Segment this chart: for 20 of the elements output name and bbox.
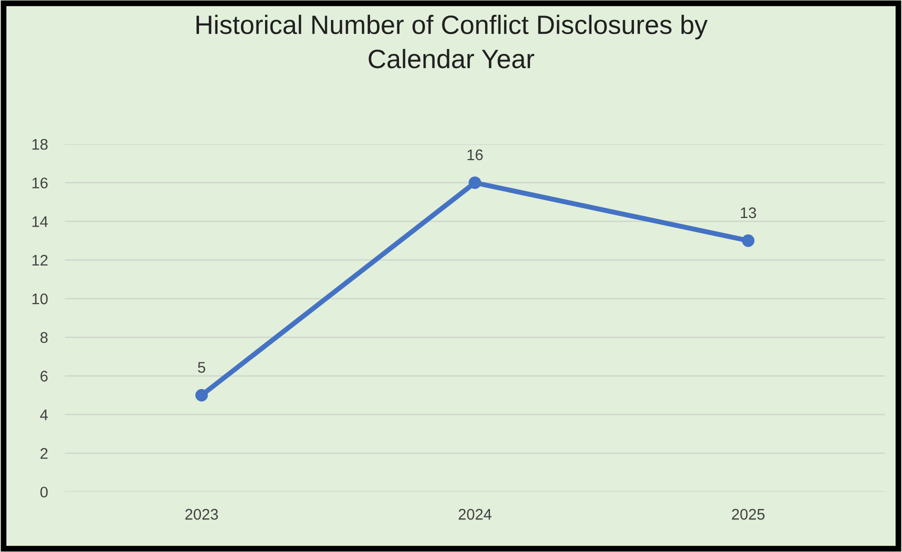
chart-title: Historical Number of Conflict Disclosures by Calendar Year [196, 14, 708, 68]
y-tick-label: 4 [40, 410, 48, 420]
x-tick-label: 2024 [458, 508, 492, 520]
point [468, 176, 482, 189]
y-tick-label: 10 [32, 294, 48, 304]
y-tick-label: 8 [40, 332, 48, 343]
point [195, 388, 208, 402]
data-label: 5 [198, 362, 206, 373]
point [742, 234, 754, 247]
data-label: 13 [740, 207, 756, 218]
y-tick-label: 0 [40, 486, 48, 498]
y-tick-label: 12 [32, 254, 48, 266]
data-label: 16 [468, 149, 483, 160]
y-tick-label: 14 [32, 216, 48, 227]
y-tick-label: 2 [40, 448, 48, 459]
x-tick-label: 2023 [185, 508, 218, 520]
y-tick-label: 18 [32, 138, 48, 150]
y-tick-label: 6 [40, 370, 48, 382]
y-tick-label: 16 [32, 178, 48, 188]
x-tick-label: 2025 [732, 508, 765, 520]
